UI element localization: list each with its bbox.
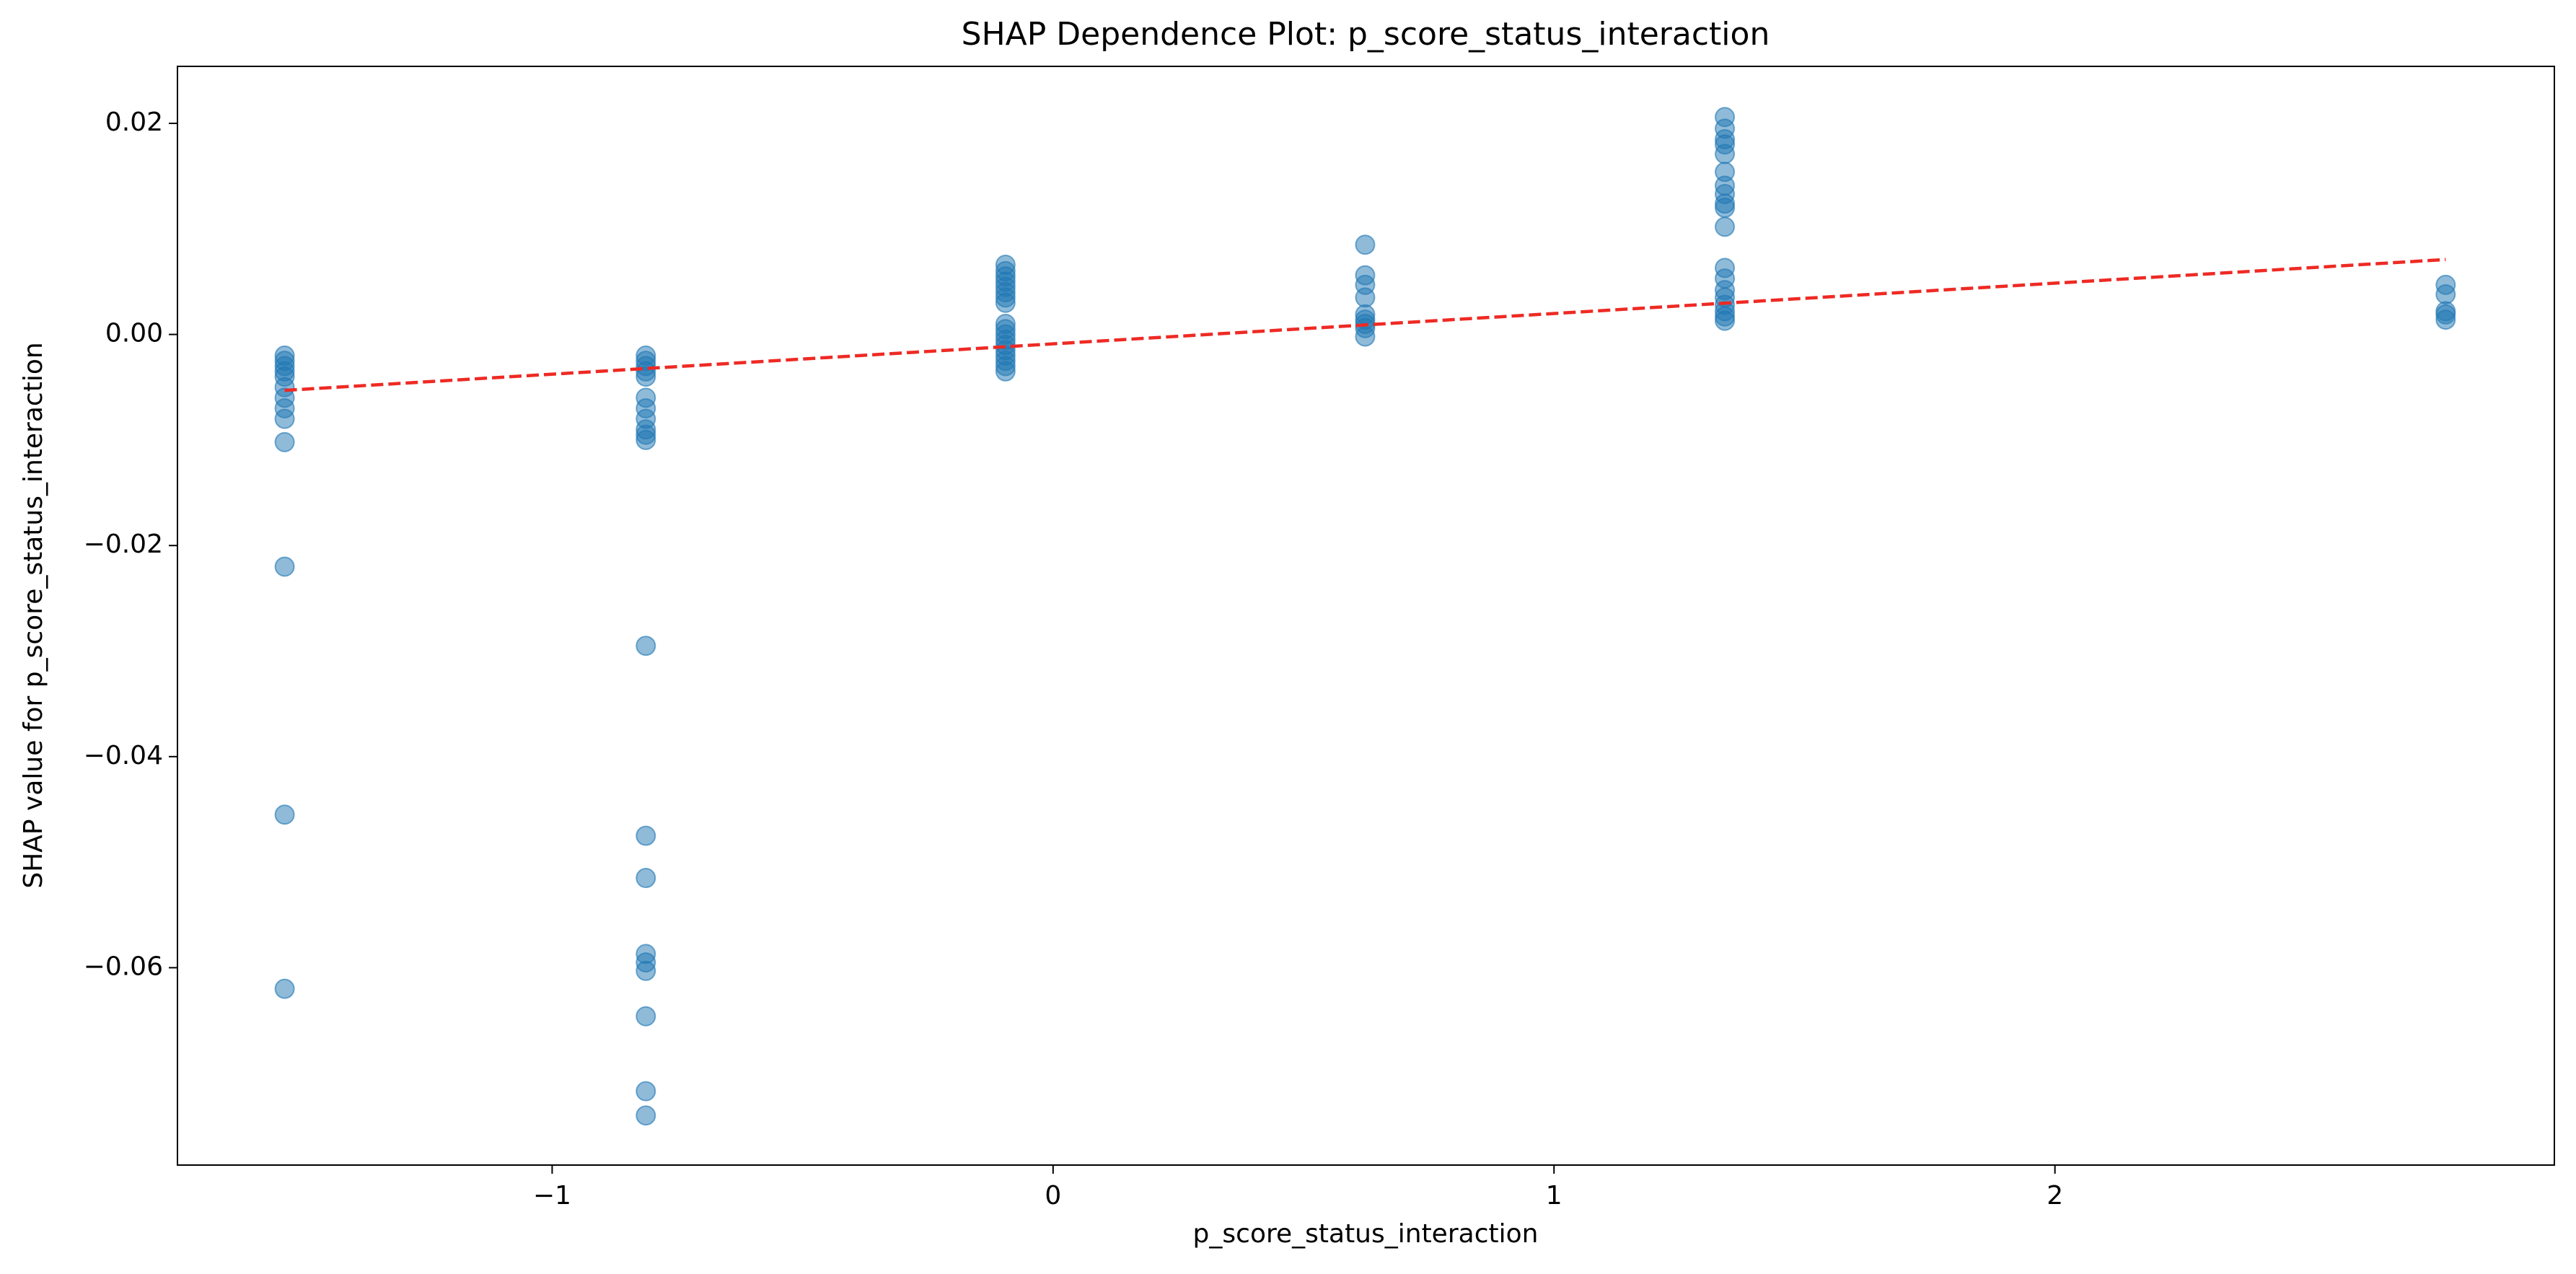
point [636,429,656,450]
point [995,361,1016,382]
point [636,636,656,656]
point [1715,310,1736,331]
y-tick-label: −0.04 [84,741,163,770]
x-axis-label: p_score_status_interaction [1193,1219,1539,1249]
point [1355,234,1376,255]
point [995,292,1016,313]
point [274,431,295,452]
point [274,408,295,429]
point [1715,216,1736,237]
plot-frame [177,66,2555,1166]
y-tick-label: 0.00 [105,319,163,348]
x-tick-label: 1 [1546,1181,1562,1211]
y-tick-label: −0.02 [84,530,163,559]
point [274,804,295,825]
trend-line [284,258,2446,392]
point [636,366,656,387]
point [636,1081,656,1102]
y-tick-label: −0.06 [84,952,163,981]
point [274,978,295,999]
y-axis-label: SHAP value for p_score_status_interactio… [19,342,48,888]
point [1355,287,1376,308]
point [2435,309,2456,330]
point [1715,198,1736,219]
point [636,868,656,889]
point [1355,326,1376,347]
y-tick-label: 0.02 [105,107,163,137]
point [636,1105,656,1126]
x-tick-label: −1 [533,1181,571,1211]
point [636,825,656,846]
chart-title: SHAP Dependence Plot: p_score_status_int… [962,16,1770,53]
x-tick-label: 0 [1045,1181,1061,1211]
x-tick-label: 2 [2047,1181,2063,1211]
point [2435,284,2456,305]
point [1715,144,1736,164]
point [636,1006,656,1027]
point [636,960,656,981]
point [274,556,295,577]
